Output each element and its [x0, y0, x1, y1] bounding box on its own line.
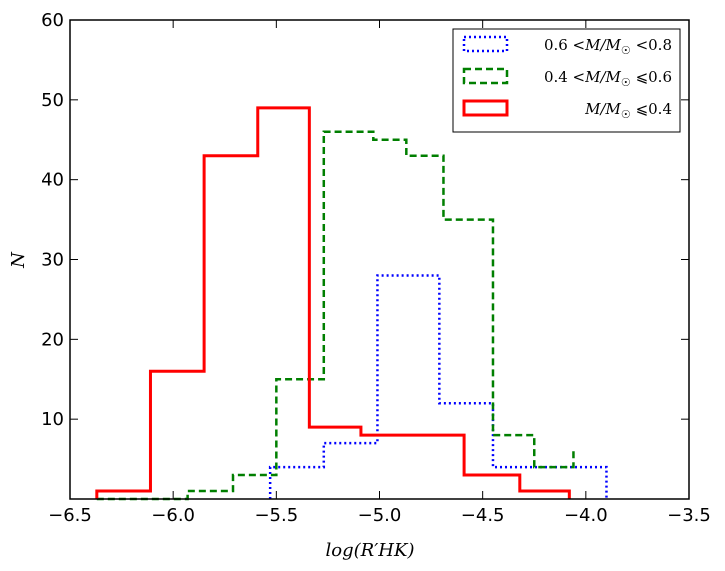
ticks-layer: −6.5 −6.0 −5.5 −5.0 −4.5 −4.0 −3.5 10 20 30 40 50 60	[41, 10, 711, 526]
legend-swatch-3	[462, 99, 509, 117]
series-line-1	[268, 274, 608, 499]
legend-label-3: M/M☉ ⩽0.4	[584, 100, 672, 121]
legend-label-1: 0.6 <M/M☉ <0.8	[544, 36, 672, 57]
y-tick-label: 20	[41, 329, 64, 350]
legend-swatch-2	[462, 67, 509, 85]
series-layer	[95, 106, 608, 501]
x-tick-label: −4.0	[564, 505, 608, 526]
x-axis-label: log(R′HK)	[326, 540, 415, 561]
x-tick-label: −4.5	[461, 505, 505, 526]
y-tick-label: 10	[41, 409, 64, 430]
x-tick-label: −6.5	[48, 505, 92, 526]
x-tick-label: −6.0	[151, 505, 195, 526]
legend: 0.6 <M/M☉ <0.8 0.4 <M/M☉ ⩽0.6 M/M☉ ⩽0.4	[452, 28, 681, 133]
y-axis-label: N	[8, 251, 29, 269]
y-tick-label: 40	[41, 170, 64, 191]
legend-swatch-1	[462, 35, 509, 53]
x-tick-label: −3.5	[667, 505, 711, 526]
y-tick-label: 50	[41, 90, 64, 111]
x-tick-label: −5.0	[358, 505, 402, 526]
x-tick-label: −5.5	[254, 505, 298, 526]
series-line-2	[96, 130, 575, 501]
y-tick-label: 30	[41, 250, 64, 271]
series-line-3	[95, 106, 571, 499]
legend-label-2: 0.4 <M/M☉ ⩽0.6	[544, 68, 672, 89]
y-tick-label: 60	[41, 10, 64, 31]
